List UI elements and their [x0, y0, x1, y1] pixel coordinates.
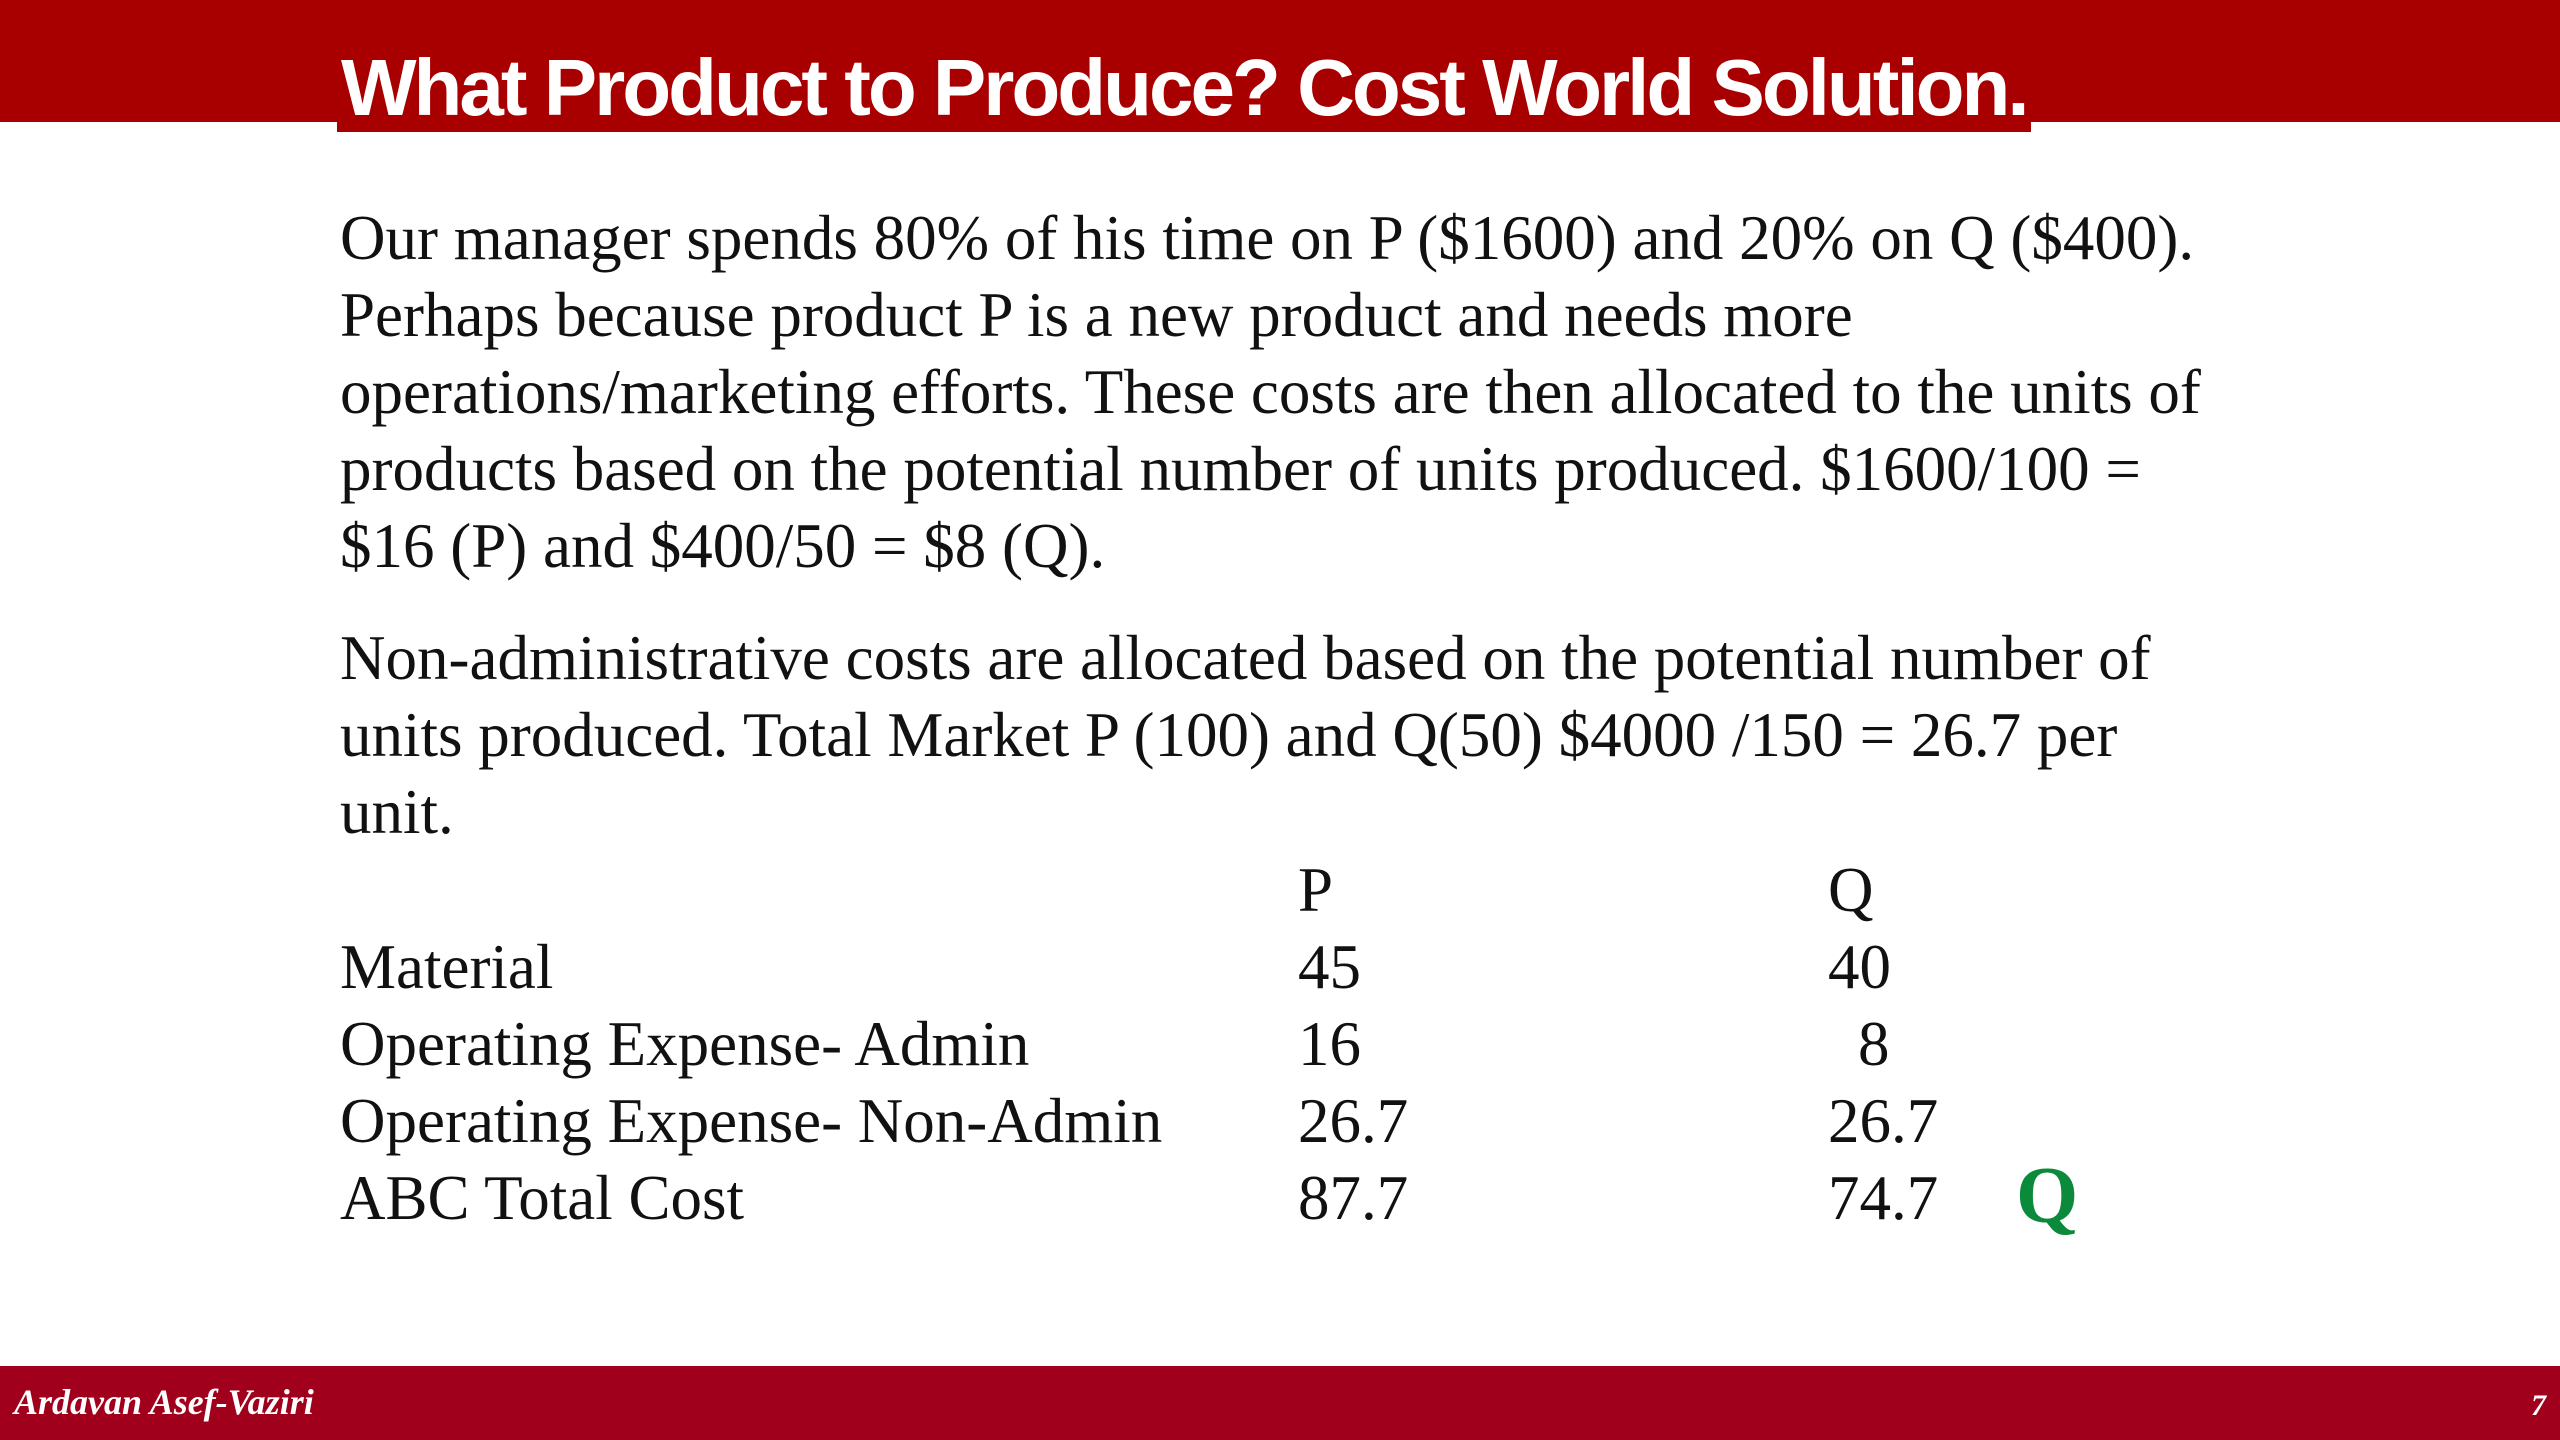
row-label-admin: Operating Expense- Admin — [340, 1009, 1030, 1079]
column-header-q: Q — [1828, 855, 1874, 925]
answer-highlight: Q — [2016, 1152, 2079, 1240]
cell-total-p: 87.7 — [1298, 1163, 1409, 1233]
row-label-non-admin: Operating Expense- Non-Admin — [340, 1086, 1163, 1156]
cost-table: P Q Material 45 40 Operating Expense- Ad… — [340, 852, 2140, 1242]
cell-admin-q: 8 — [1858, 1009, 1890, 1079]
column-header-p: P — [1298, 855, 1334, 925]
cell-total-q: 74.7 — [1828, 1163, 1939, 1233]
cell-material-q: 40 — [1828, 932, 1891, 1002]
cell-admin-p: 16 — [1298, 1009, 1361, 1079]
page-number: 7 — [2531, 1389, 2546, 1422]
row-label-total: ABC Total Cost — [340, 1163, 744, 1233]
paragraph-admin-allocation: Our manager spends 80% of his time on P … — [340, 203, 2201, 581]
paragraph-non-admin-allocation: Non-administrative costs are allocated b… — [340, 623, 2151, 847]
cell-non-admin-p: 26.7 — [1298, 1086, 1409, 1156]
cell-non-admin-q: 26.7 — [1828, 1086, 1939, 1156]
row-label-material: Material — [340, 932, 554, 1002]
cell-material-p: 45 — [1298, 932, 1361, 1002]
footer-band: Ardavan Asef-Vaziri 7 — [0, 1366, 2560, 1440]
slide-title: What Product to Produce? Cost World Solu… — [337, 40, 2031, 136]
author-name: Ardavan Asef-Vaziri — [14, 1382, 314, 1422]
